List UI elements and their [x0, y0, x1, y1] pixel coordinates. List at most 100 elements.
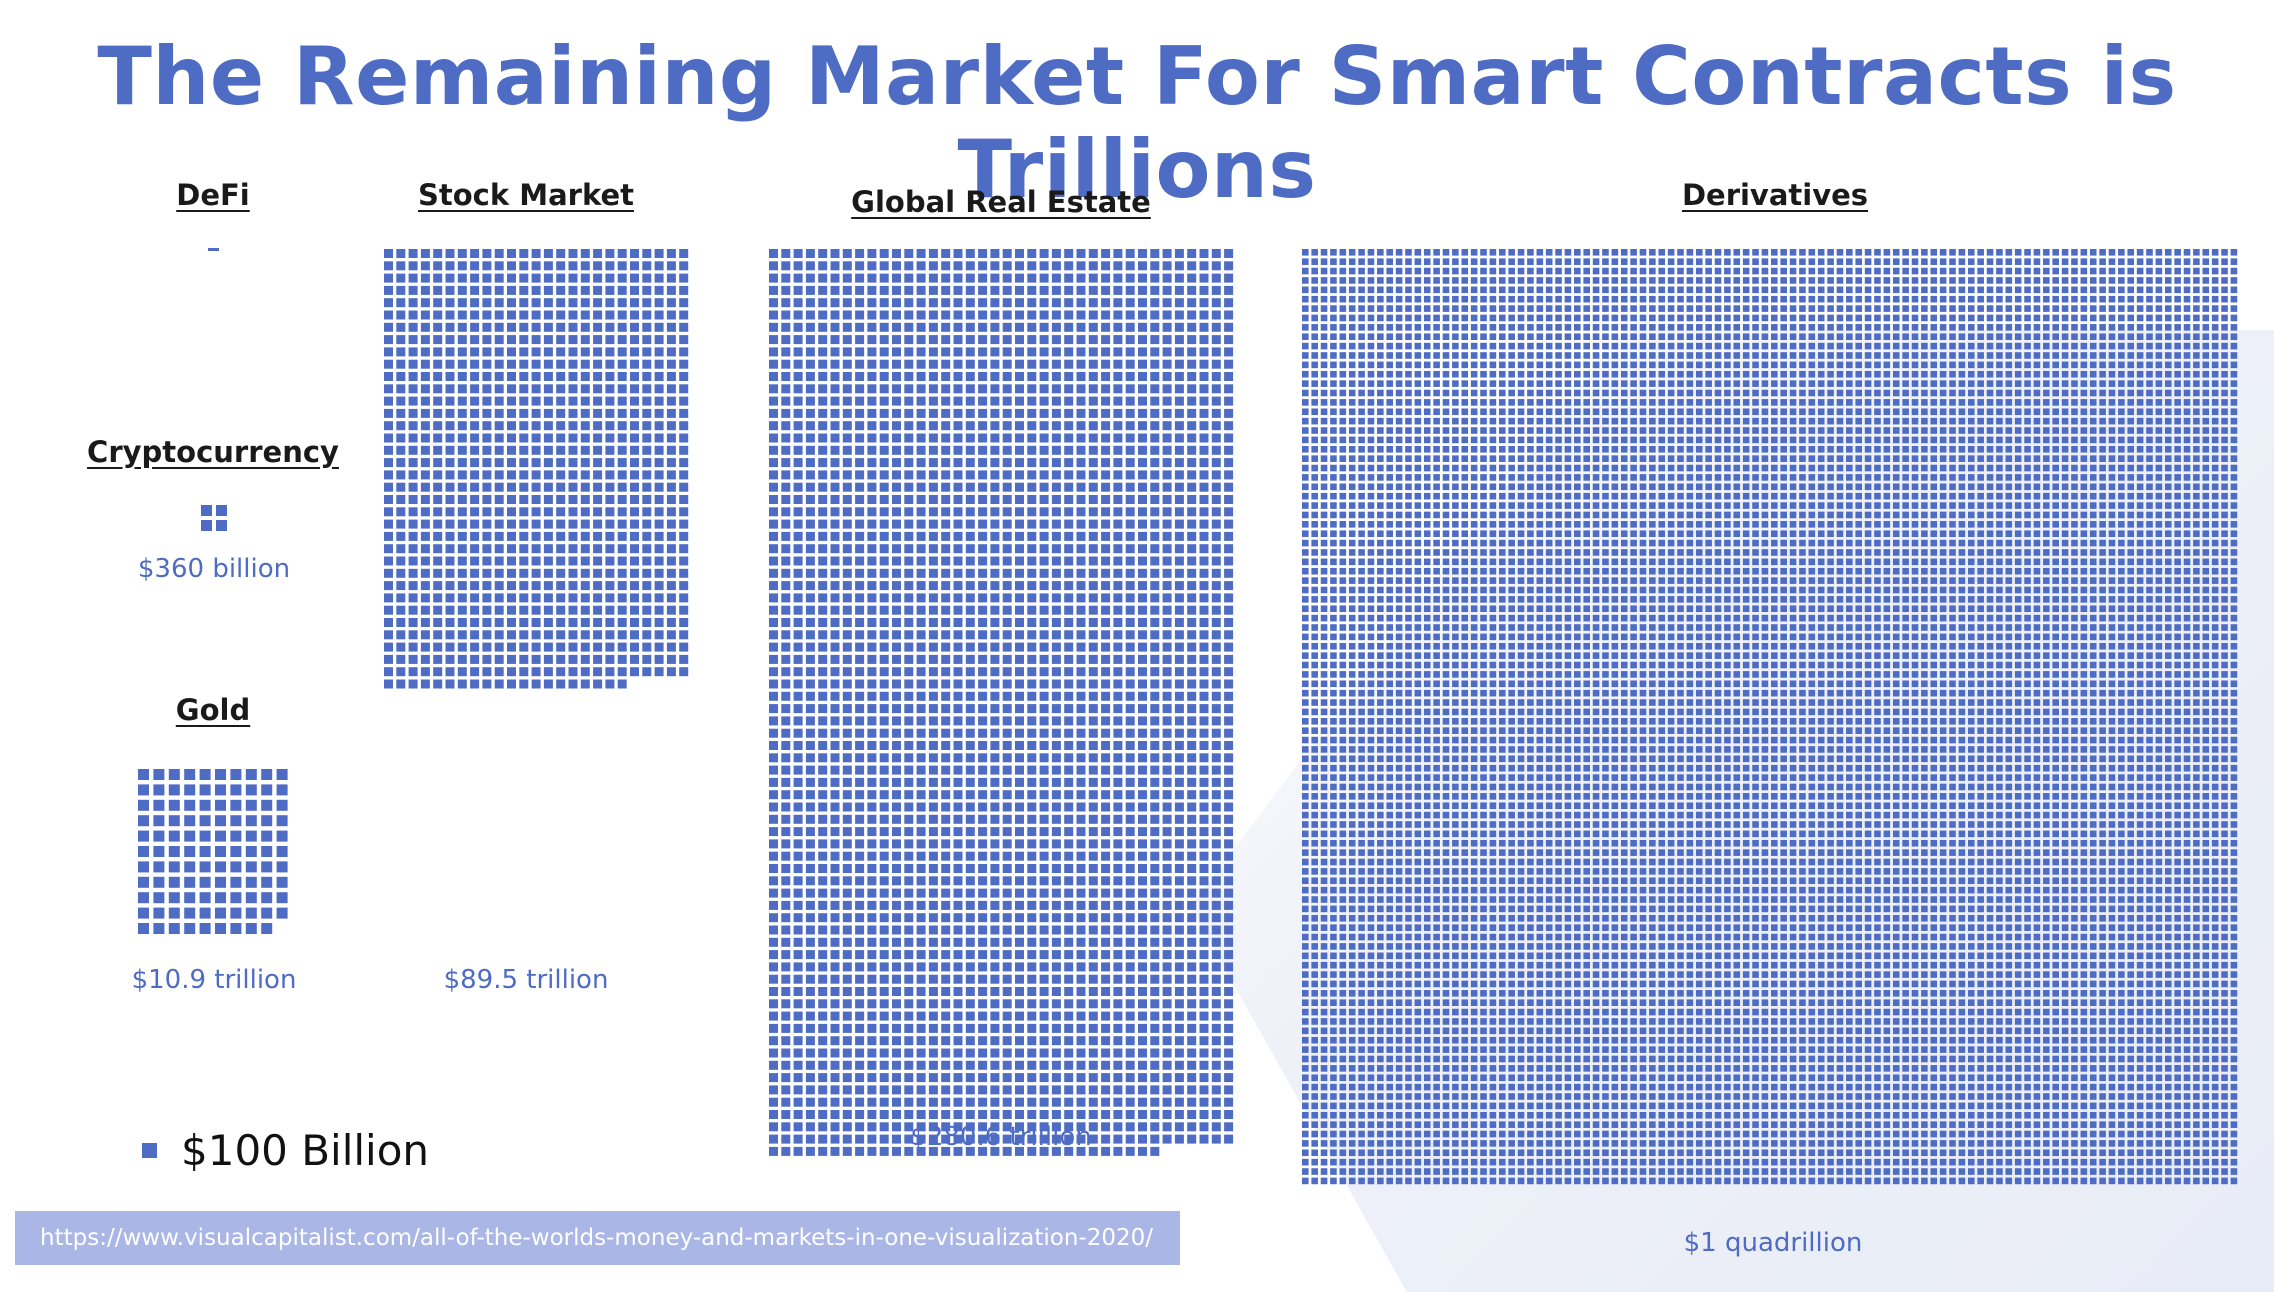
- unit-square: [769, 507, 778, 517]
- unit-square: [1051, 359, 1061, 369]
- unit-square: [1064, 470, 1074, 480]
- unit-square: [1125, 1036, 1135, 1046]
- unit-square: [1686, 295, 1694, 303]
- unit-square: [830, 630, 840, 640]
- unit-square: [642, 568, 652, 578]
- unit-square: [1667, 333, 1675, 341]
- unit-square: [830, 507, 840, 517]
- unit-square: [2080, 277, 2088, 284]
- unit-square: [855, 581, 865, 591]
- unit-square: [1639, 352, 1647, 359]
- unit-square: [2089, 333, 2097, 341]
- unit-square: [1224, 285, 1234, 295]
- unit-square: [953, 593, 963, 603]
- unit-square: [1602, 333, 1609, 341]
- unit-square: [953, 654, 963, 664]
- unit-square: [1667, 249, 1675, 256]
- unit-square: [892, 1146, 901, 1156]
- unit-square: [1064, 322, 1074, 332]
- unit-square: [805, 642, 815, 652]
- unit-square: [1224, 987, 1234, 996]
- unit-square: [830, 544, 840, 554]
- unit-square: [769, 1073, 778, 1083]
- unit-square: [855, 568, 865, 578]
- unit-square: [879, 937, 889, 947]
- unit-square: [1174, 888, 1184, 898]
- unit-square: [605, 310, 615, 320]
- unit-square: [904, 630, 914, 640]
- unit-square: [1138, 765, 1147, 775]
- unit-square: [879, 322, 889, 332]
- unit-square: [1583, 324, 1590, 331]
- unit-square: [818, 433, 828, 443]
- unit-square: [1489, 314, 1497, 322]
- unit-square: [215, 923, 226, 934]
- unit-square: [1508, 352, 1515, 359]
- unit-square: [617, 433, 627, 443]
- unit-square: [2052, 249, 2059, 256]
- unit-square: [892, 950, 901, 960]
- unit-square: [617, 285, 627, 295]
- unit-square: [818, 519, 828, 529]
- unit-square: [617, 679, 627, 689]
- unit-square: [1150, 888, 1160, 898]
- unit-square: [1162, 950, 1172, 960]
- unit-square: [990, 1085, 1000, 1095]
- unit-square: [1187, 273, 1197, 283]
- unit-square: [1452, 314, 1459, 322]
- unit-square: [928, 568, 938, 578]
- unit-square: [953, 261, 963, 271]
- unit-square: [1174, 962, 1184, 972]
- unit-square: [793, 864, 803, 873]
- unit-square: [904, 1085, 914, 1095]
- unit-square: [2136, 342, 2144, 350]
- unit-square: [1039, 261, 1049, 271]
- unit-square: [1780, 277, 1787, 284]
- unit-square: [781, 1134, 791, 1144]
- unit-square: [781, 753, 791, 763]
- unit-square: [1150, 495, 1160, 504]
- unit-square: [769, 753, 778, 763]
- unit-square: [1555, 333, 1562, 341]
- unit-square: [867, 1097, 877, 1107]
- unit-square: [953, 777, 963, 787]
- unit-square: [1125, 372, 1135, 381]
- unit-square: [261, 861, 273, 873]
- unit-square: [153, 923, 165, 934]
- unit-square: [1187, 802, 1197, 812]
- unit-square: [1583, 286, 1590, 294]
- unit-square: [1076, 470, 1086, 480]
- unit-square: [1174, 322, 1184, 332]
- unit-square: [805, 1060, 815, 1070]
- unit-square: [580, 605, 590, 615]
- unit-square: [2118, 324, 2125, 331]
- unit-square: [1162, 421, 1172, 431]
- unit-square: [605, 531, 615, 541]
- unit-square: [855, 298, 865, 308]
- unit-square: [1780, 324, 1787, 331]
- unit-square: [1051, 876, 1061, 886]
- unit-square: [1761, 324, 1769, 331]
- unit-square: [769, 937, 778, 947]
- unit-square: [1536, 267, 1544, 275]
- unit-square: [965, 962, 975, 972]
- unit-square: [1174, 470, 1184, 480]
- unit-square: [916, 937, 926, 947]
- unit-square: [1113, 298, 1123, 308]
- unit-square: [793, 421, 803, 431]
- unit-square: [769, 1060, 778, 1070]
- unit-square: [1113, 544, 1123, 554]
- unit-square: [215, 784, 226, 796]
- unit-square: [1027, 531, 1037, 541]
- unit-square: [769, 298, 778, 308]
- unit-square: [1076, 950, 1086, 960]
- unit-square: [941, 962, 951, 972]
- unit-square: [482, 335, 492, 345]
- unit-square: [990, 605, 1000, 615]
- unit-square: [904, 777, 914, 787]
- unit-square: [1138, 937, 1147, 947]
- unit-square: [482, 605, 492, 615]
- unit-square: [2183, 249, 2191, 256]
- unit-square: [1101, 851, 1111, 861]
- unit-square: [666, 556, 676, 566]
